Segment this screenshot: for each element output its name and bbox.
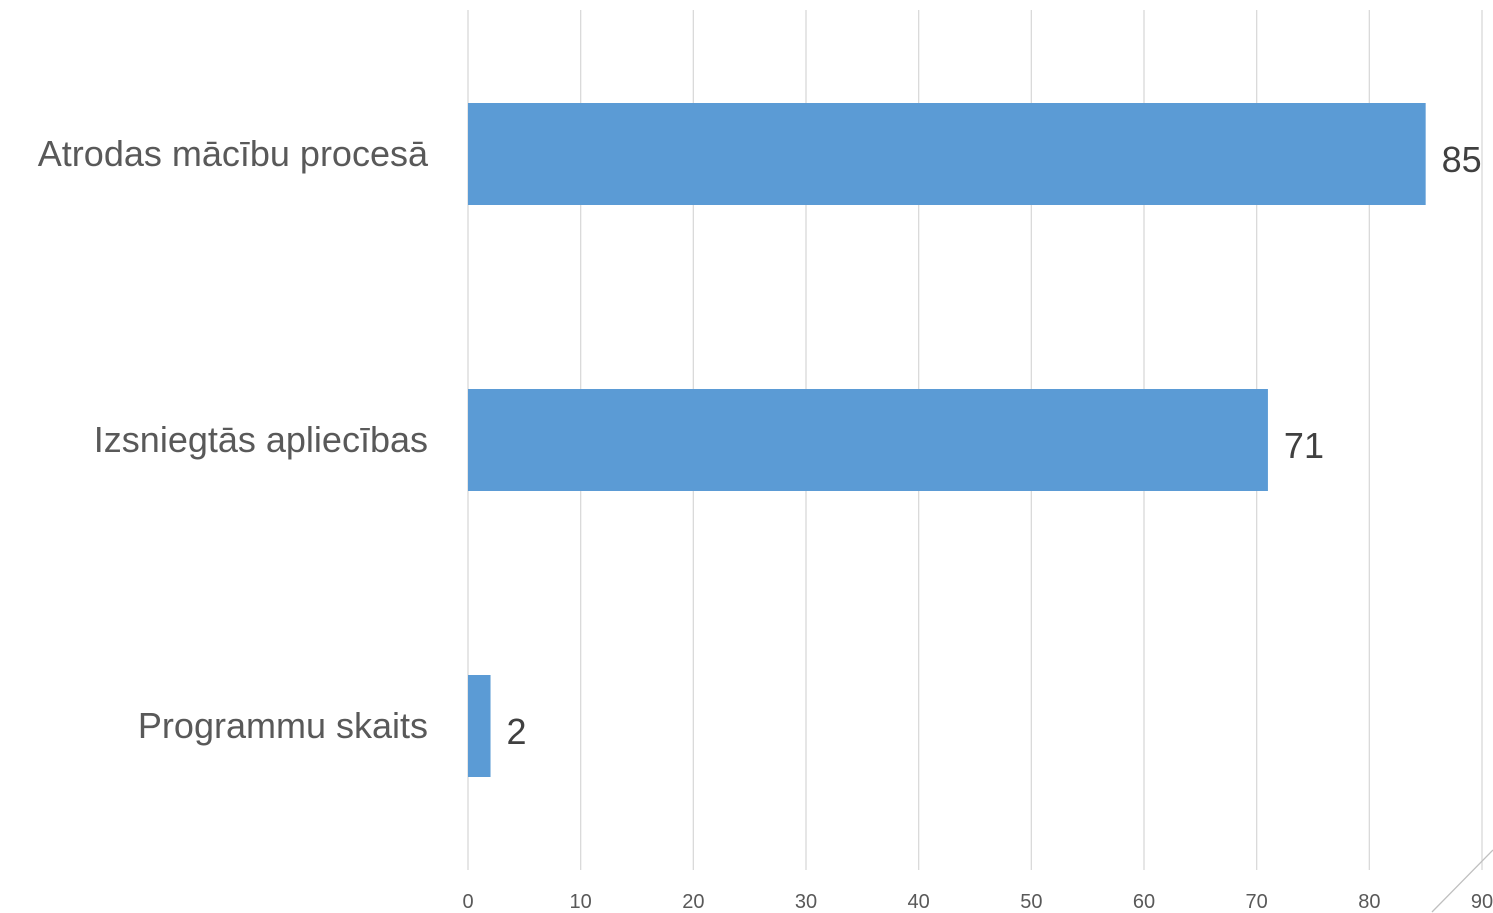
x-tick-label-0: 0: [462, 891, 473, 913]
bar-1: [468, 389, 1268, 491]
x-tick-label-60: 60: [1133, 891, 1155, 913]
axis-break-mark: [1431, 849, 1493, 913]
x-tick-label-10: 10: [570, 891, 592, 913]
x-tick-label-50: 50: [1020, 891, 1042, 913]
data-labels: 85 71 2: [507, 139, 1482, 752]
x-axis-tick-labels: 0 10 20 30 40 50 60 70 80 90: [462, 891, 1493, 913]
x-tick-label-30: 30: [795, 891, 817, 913]
category-labels: Atrodas mācību procesā Izsniegtās apliecī…: [38, 133, 429, 746]
x-tick-label-20: 20: [682, 891, 704, 913]
category-label-1: Izsniegtās apliecības: [94, 419, 428, 460]
data-label-1: 71: [1284, 425, 1324, 466]
x-tick-label-40: 40: [908, 891, 930, 913]
bar-2: [468, 675, 491, 777]
category-label-0: Atrodas mācību procesā: [38, 133, 429, 174]
x-tick-label-90: 90: [1471, 891, 1493, 913]
data-label-0: 85: [1442, 139, 1482, 180]
bars: [468, 103, 1426, 777]
category-label-2: Programmu skaits: [138, 705, 428, 746]
x-tick-label-70: 70: [1246, 891, 1268, 913]
x-tick-label-80: 80: [1358, 891, 1380, 913]
bar-0: [468, 103, 1426, 205]
data-label-2: 2: [507, 711, 527, 752]
